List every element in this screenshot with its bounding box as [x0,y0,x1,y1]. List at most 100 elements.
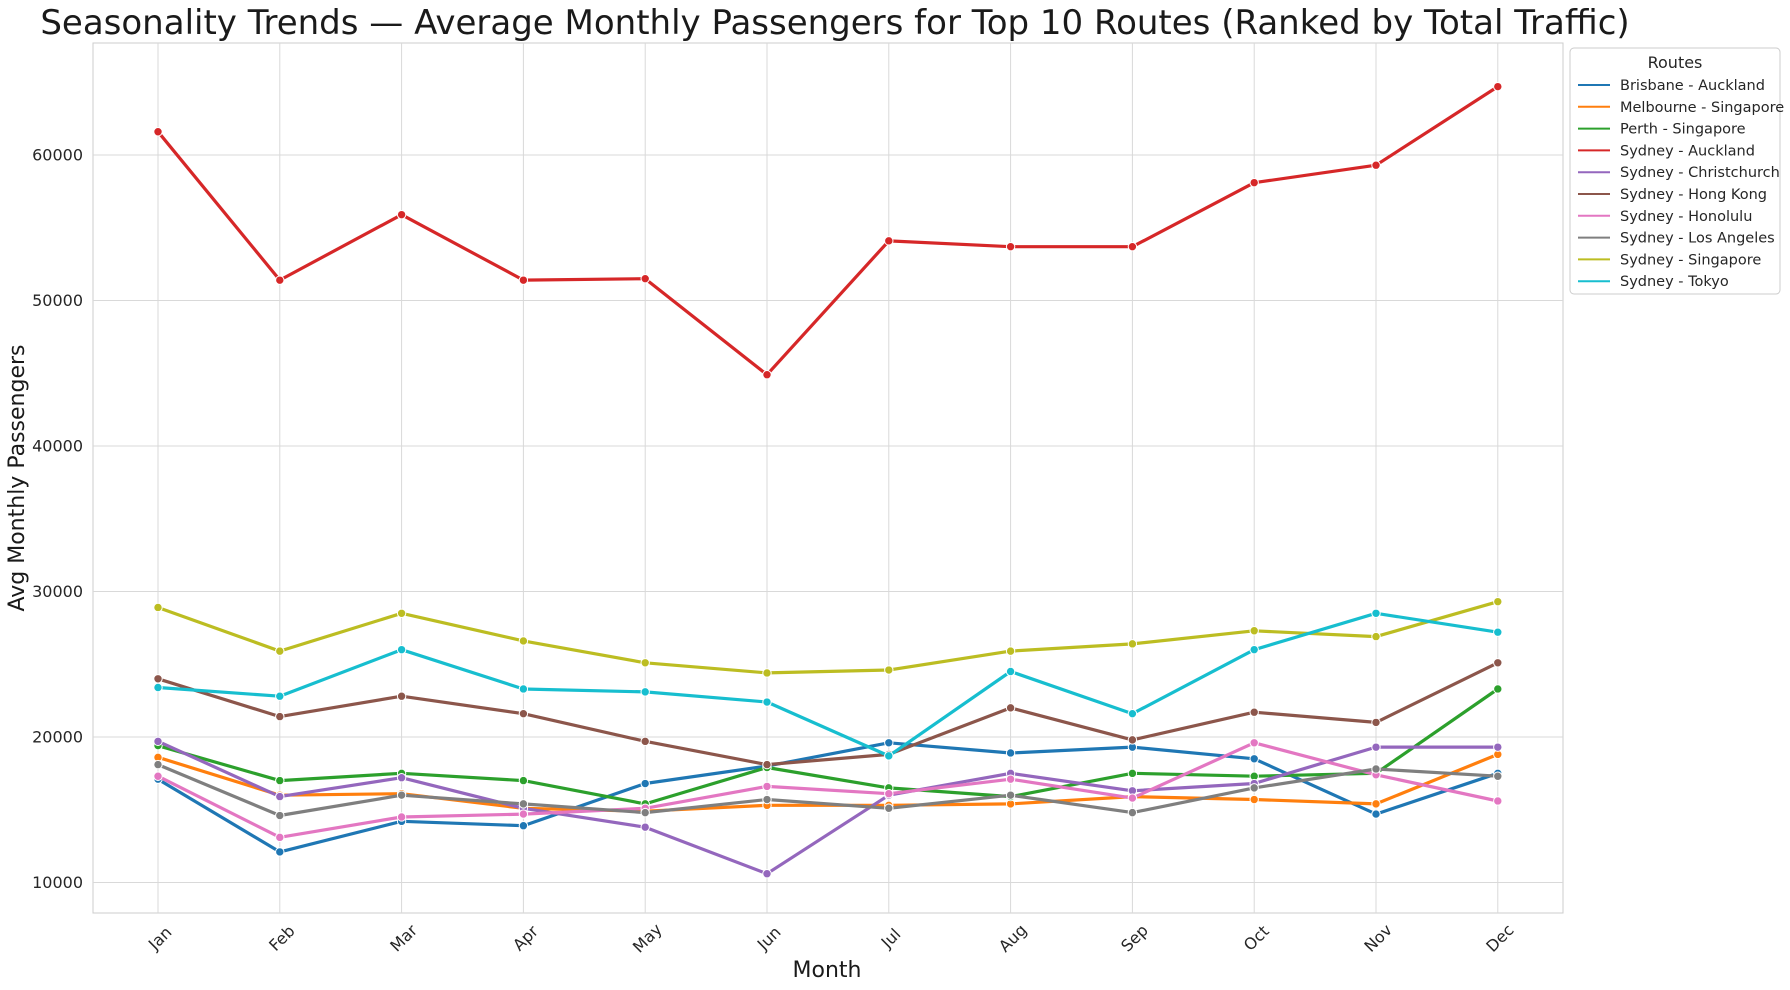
data-point [1127,639,1138,649]
data-point [762,370,772,380]
data-point [762,668,772,678]
grid-lines [93,43,1563,913]
data-point [1249,783,1259,793]
x-tick-label: May [629,920,666,957]
legend-label: Sydney - Auckland [1620,143,1755,159]
data-point [275,691,285,701]
x-tick-label: Aug [995,920,1031,956]
data-point [640,822,650,832]
data-point [275,810,285,821]
data-point [1371,631,1381,642]
data-point [153,674,163,684]
data-point [1005,703,1016,713]
series-line [156,600,1500,675]
x-tick-label: Mar [386,920,421,955]
y-tick-label: 10000 [32,873,83,892]
data-point [518,809,529,819]
x-tick-labels: Jan Feb Mar Apr May Jun Jul Aug Sep Oct Nov Dec [144,920,1518,957]
data-point [1493,596,1503,607]
data-point [640,273,650,284]
data-point [1371,799,1381,809]
data-point [1249,754,1259,764]
data-point [884,751,894,761]
series-line [156,762,1500,818]
data-point [153,736,163,747]
series-sydney-auckland [153,81,1503,380]
data-point [1371,717,1381,728]
data-point [396,691,407,701]
x-tick-label: Sep [1117,921,1152,956]
data-point [640,687,650,697]
x-axis-label: Month [793,958,862,983]
data-point [640,778,650,789]
data-point [1005,748,1016,758]
data-point [762,794,772,805]
data-point [1005,666,1016,677]
data-point [1371,809,1381,819]
data-point [1249,738,1259,748]
data-point [884,665,894,675]
data-point [1493,742,1503,752]
data-point [1005,790,1016,800]
data-point [1493,796,1503,806]
legend-items: Brisbane - Auckland Melbourne - Singapore… [1578,78,1784,290]
data-point [396,812,407,822]
series-line [156,739,1500,876]
data-point [1127,708,1138,719]
legend-label: Brisbane - Auckland [1620,78,1765,94]
legend-label: Sydney - Christchurch [1620,165,1780,181]
series-line [156,611,1500,758]
x-tick-label: Oct [1240,922,1273,955]
series-brisbane-auckland [153,738,1503,857]
data-point [275,775,285,786]
data-point [762,869,772,879]
y-tick-label: 30000 [32,582,83,601]
data-point [396,209,407,220]
legend-label: Perth - Singapore [1620,122,1746,138]
data-point [275,711,285,722]
data-point [518,775,529,786]
data-point [1249,707,1259,717]
data-point [275,275,285,285]
legend-label: Melbourne - Singapore [1620,100,1784,116]
series-sydney-hong-kong [153,658,1503,770]
data-point [1493,81,1503,92]
legend-label: Sydney - Hong Kong [1620,187,1767,203]
series-line [156,741,1500,854]
data-point [1493,658,1503,668]
legend-label: Sydney - Honolulu [1620,209,1752,225]
legend: Routes Brisbane - Auckland Melbourne - Si… [1569,47,1784,295]
x-tick-label: Apr [509,921,542,954]
series-sydney-los-angeles [153,759,1503,821]
data-point [275,646,285,656]
data-point [1493,627,1503,637]
data-point [1127,768,1138,779]
y-tick-label: 50000 [32,291,83,310]
series-line [156,741,1500,839]
y-tick-labels: 10000 20000 30000 40000 50000 60000 [32,146,83,892]
data-point [884,803,894,813]
x-tick-label: Jun [753,923,785,955]
data-point [396,790,407,800]
data-point [518,636,529,646]
data-point [1005,774,1016,784]
series-line [156,84,1500,377]
data-point [1249,626,1259,636]
x-tick-label: Jul [877,925,905,953]
data-point [275,832,285,843]
data-point [518,799,529,809]
data-point [1371,742,1381,752]
series-line [156,687,1500,806]
series-lines [153,81,1503,879]
data-point [153,602,163,613]
data-point [1127,793,1138,803]
data-point [884,236,894,246]
data-point [884,789,894,799]
data-point [396,608,407,619]
data-point [518,684,529,694]
x-tick-label: Feb [265,921,298,954]
plot-area [92,42,1564,914]
data-point [1493,684,1503,694]
data-point [1005,646,1016,656]
